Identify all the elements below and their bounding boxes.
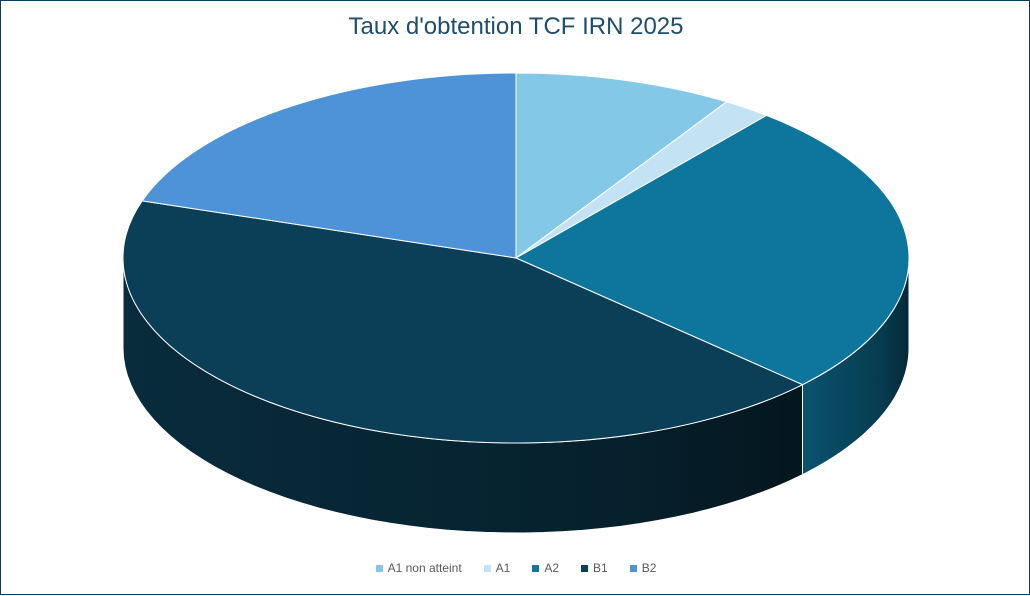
- legend-label: B2: [641, 561, 657, 575]
- pie-top: [122, 72, 910, 444]
- legend-label: A1: [495, 561, 511, 575]
- pie-slice-a2[interactable]: [515, 114, 910, 386]
- legend-item-a1[interactable]: A1: [483, 561, 511, 575]
- legend-swatch: [375, 564, 383, 572]
- legend-item-b1[interactable]: B1: [581, 561, 608, 575]
- legend: A1 non atteint A1 A2 B1 B2: [1, 561, 1030, 575]
- legend-item-a2[interactable]: A2: [532, 561, 559, 575]
- legend-item-b2[interactable]: B2: [629, 561, 657, 575]
- legend-label: A1 non atteint: [387, 561, 462, 575]
- legend-swatch: [581, 564, 589, 572]
- pie-slice-b2[interactable]: [141, 72, 517, 259]
- legend-swatch: [483, 564, 491, 572]
- legend-label: A2: [544, 561, 560, 575]
- chart-title: Taux d'obtention TCF IRN 2025: [348, 13, 684, 40]
- pie-slice-a1-non-atteint[interactable]: [515, 72, 728, 259]
- pie-slice-b1[interactable]: [122, 200, 803, 444]
- legend-item-a1-non-atteint[interactable]: A1 non atteint: [375, 561, 462, 575]
- legend-label: B1: [593, 561, 608, 575]
- legend-swatch: [532, 564, 540, 572]
- legend-swatch: [629, 564, 637, 572]
